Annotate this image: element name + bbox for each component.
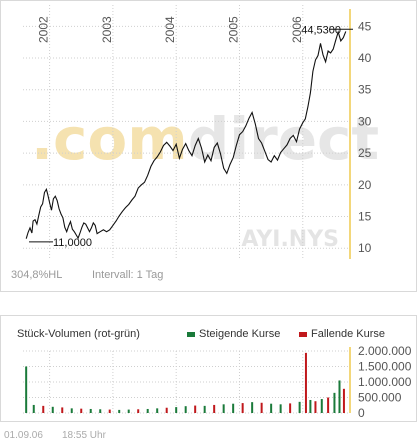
volume-bar (333, 392, 336, 413)
legend-rising: Steigende Kurse (187, 328, 280, 340)
vol-y-tick-label: 0 (358, 406, 365, 420)
volume-chart-panel: 0 500.000 1.000.000 1.500.000 2.000.000 Stüc… (0, 315, 417, 422)
volume-bar (327, 397, 330, 413)
volume-bar (260, 402, 263, 413)
volume-bar (80, 408, 83, 413)
volume-bar (108, 409, 111, 413)
volume-bar (314, 401, 317, 413)
x-tick-label: 2006 (290, 16, 304, 43)
volume-bar (222, 404, 225, 413)
x-tick-label: 2003 (100, 16, 114, 43)
volume-bar (146, 408, 149, 413)
y-tick-label: 15 (358, 210, 372, 224)
legend-falling-swatch (299, 331, 307, 337)
volume-bar (270, 403, 273, 413)
volume-bar (241, 403, 244, 413)
legend-falling-label: Fallende Kurse (311, 328, 385, 340)
volume-bar (309, 399, 312, 413)
volume-bar (175, 407, 178, 413)
volume-bar (165, 407, 168, 413)
volume-bar (338, 380, 341, 413)
volume-bar (42, 405, 45, 413)
volume-bar (298, 401, 301, 413)
legend-rising-swatch (187, 331, 195, 337)
footer-date: 01.09.06 (4, 430, 43, 441)
volume-bar (213, 404, 216, 413)
interval-info: Intervall: 1 Tag (92, 269, 164, 281)
y-tick-label: 25 (358, 146, 372, 160)
volume-title: Stück-Volumen (rot-grün) (17, 328, 140, 340)
volume-bar (127, 409, 130, 413)
y-tick-label: 30 (358, 114, 372, 128)
volume-bar (156, 408, 159, 413)
volume-bar (320, 399, 323, 413)
volume-bar (289, 403, 292, 413)
volume-bar (25, 366, 28, 413)
price-chart-panel: .comdirect AYI.NYS 10 15 20 25 30 35 40 45 2002 200… (0, 0, 417, 292)
watermark-text: .comdirect (31, 105, 379, 173)
volume-bar (304, 352, 307, 413)
volume-bar (89, 408, 92, 413)
legend-rising-label: Steigende Kurse (199, 328, 281, 340)
volume-bar (32, 404, 35, 413)
x-tick-label: 2005 (226, 16, 240, 43)
vol-y-tick-label: 1.000.000 (358, 375, 412, 389)
legend-falling: Fallende Kurse (299, 328, 385, 340)
volume-bar (342, 388, 345, 413)
footer-time: 18:55 Uhr (62, 430, 106, 441)
volume-bar (99, 409, 102, 413)
volume-bar (251, 402, 254, 413)
vol-y-tick-label: 2.000.000 (358, 344, 412, 358)
volume-bar (184, 406, 187, 413)
y-tick-label: 35 (358, 83, 372, 97)
y-tick-label: 10 (358, 241, 372, 255)
volume-bar (232, 403, 235, 413)
volume-bar (279, 404, 282, 413)
volume-bar (137, 409, 140, 413)
vol-y-tick-label: 1.500.000 (358, 360, 412, 374)
price-series-line (25, 30, 347, 240)
volume-bar (118, 409, 121, 413)
y-tick-label: 20 (358, 178, 372, 192)
volume-bar (61, 407, 64, 413)
vol-y-tick-label: 500.000 (358, 391, 402, 405)
y-tick-label: 40 (358, 51, 372, 65)
change-info: 304,8%HL (11, 269, 63, 281)
x-tick-label: 2002 (37, 16, 51, 43)
volume-bar (194, 405, 197, 413)
volume-bar (70, 408, 73, 413)
low-annotation: 11,0000 (53, 237, 92, 249)
volume-bar (203, 405, 206, 413)
volume-bar (51, 406, 54, 413)
high-annotation: 44,5300 (301, 24, 341, 36)
x-tick-label: 2004 (163, 16, 177, 43)
y-tick-label: 45 (358, 19, 372, 33)
